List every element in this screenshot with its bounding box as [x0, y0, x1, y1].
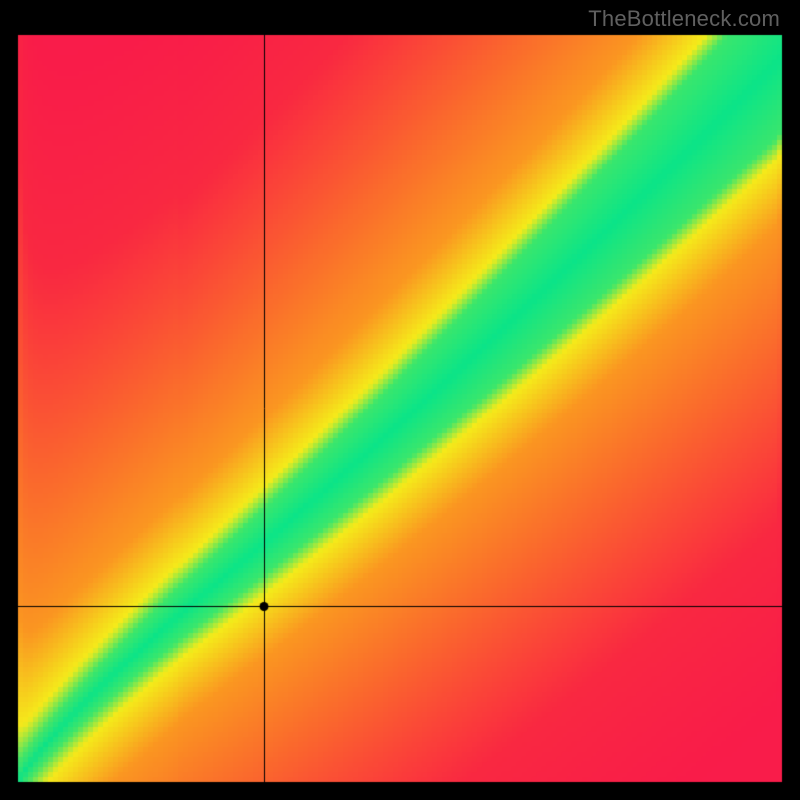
bottleneck-heatmap — [0, 0, 800, 800]
watermark-text: TheBottleneck.com — [588, 6, 780, 32]
chart-container: TheBottleneck.com — [0, 0, 800, 800]
